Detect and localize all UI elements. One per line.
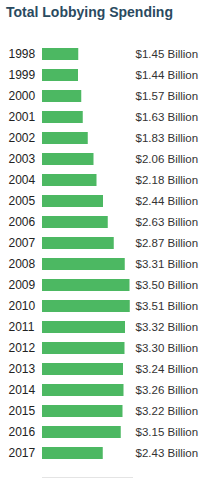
svg-text:1999: 1999 [9, 68, 36, 82]
svg-text:$1.83 Billion: $1.83 Billion [136, 132, 199, 144]
svg-text:2011: 2011 [9, 320, 35, 334]
html-text:Total Lobbying Spending: Total Lobbying Spending [6, 4, 173, 20]
svg-text:$2.06 Billion: $2.06 Billion [136, 153, 199, 165]
svg-text:2017: 2017 [9, 446, 36, 460]
svg-text:$3.26 Billion: $3.26 Billion [136, 384, 199, 396]
svg-text:$2.18 Billion: $2.18 Billion [136, 174, 199, 186]
svg-text:2012: 2012 [9, 341, 36, 355]
svg-text:2003: 2003 [9, 152, 36, 166]
svg-text:2015: 2015 [9, 404, 36, 418]
svg-text:2014: 2014 [9, 383, 36, 397]
svg-text:$1.57 Billion: $1.57 Billion [136, 90, 199, 102]
svg-text:$3.15 Billion: $3.15 Billion [136, 426, 199, 438]
svg-text:2001: 2001 [9, 110, 36, 124]
svg-text:1998: 1998 [9, 47, 36, 61]
svg-text:2010: 2010 [9, 299, 36, 313]
svg-text:$3.31 Billion: $3.31 Billion [136, 258, 199, 270]
svg-text:$1.44 Billion: $1.44 Billion [136, 69, 199, 81]
svg-text:$2.43 Billion: $2.43 Billion [136, 447, 199, 459]
svg-text:$3.22 Billion: $3.22 Billion [136, 405, 199, 417]
svg-text:$1.45 Billion: $1.45 Billion [136, 48, 199, 60]
svg-text:2000: 2000 [9, 89, 36, 103]
svg-text:2013: 2013 [9, 362, 36, 376]
svg-text:2007: 2007 [9, 236, 36, 250]
svg-text:$3.24 Billion: $3.24 Billion [136, 363, 199, 375]
svg-text:$3.30 Billion: $3.30 Billion [136, 342, 199, 354]
svg-text:$3.32 Billion: $3.32 Billion [136, 321, 199, 333]
svg-text:2005: 2005 [9, 194, 36, 208]
svg-text:2002: 2002 [9, 131, 36, 145]
svg-text:2004: 2004 [9, 173, 36, 187]
svg-text:$1.63 Billion: $1.63 Billion [136, 111, 199, 123]
svg-text:$3.50 Billion: $3.50 Billion [136, 279, 199, 291]
svg-text:$2.87 Billion: $2.87 Billion [136, 237, 199, 249]
svg-text:2016: 2016 [9, 425, 36, 439]
svg-text:$2.63 Billion: $2.63 Billion [136, 216, 199, 228]
svg-text:$2.44 Billion: $2.44 Billion [136, 195, 199, 207]
svg-text:2006: 2006 [9, 215, 36, 229]
svg-text:$3.51 Billion: $3.51 Billion [136, 300, 199, 312]
svg-text:2009: 2009 [9, 278, 36, 292]
svg-text:2008: 2008 [9, 257, 36, 271]
